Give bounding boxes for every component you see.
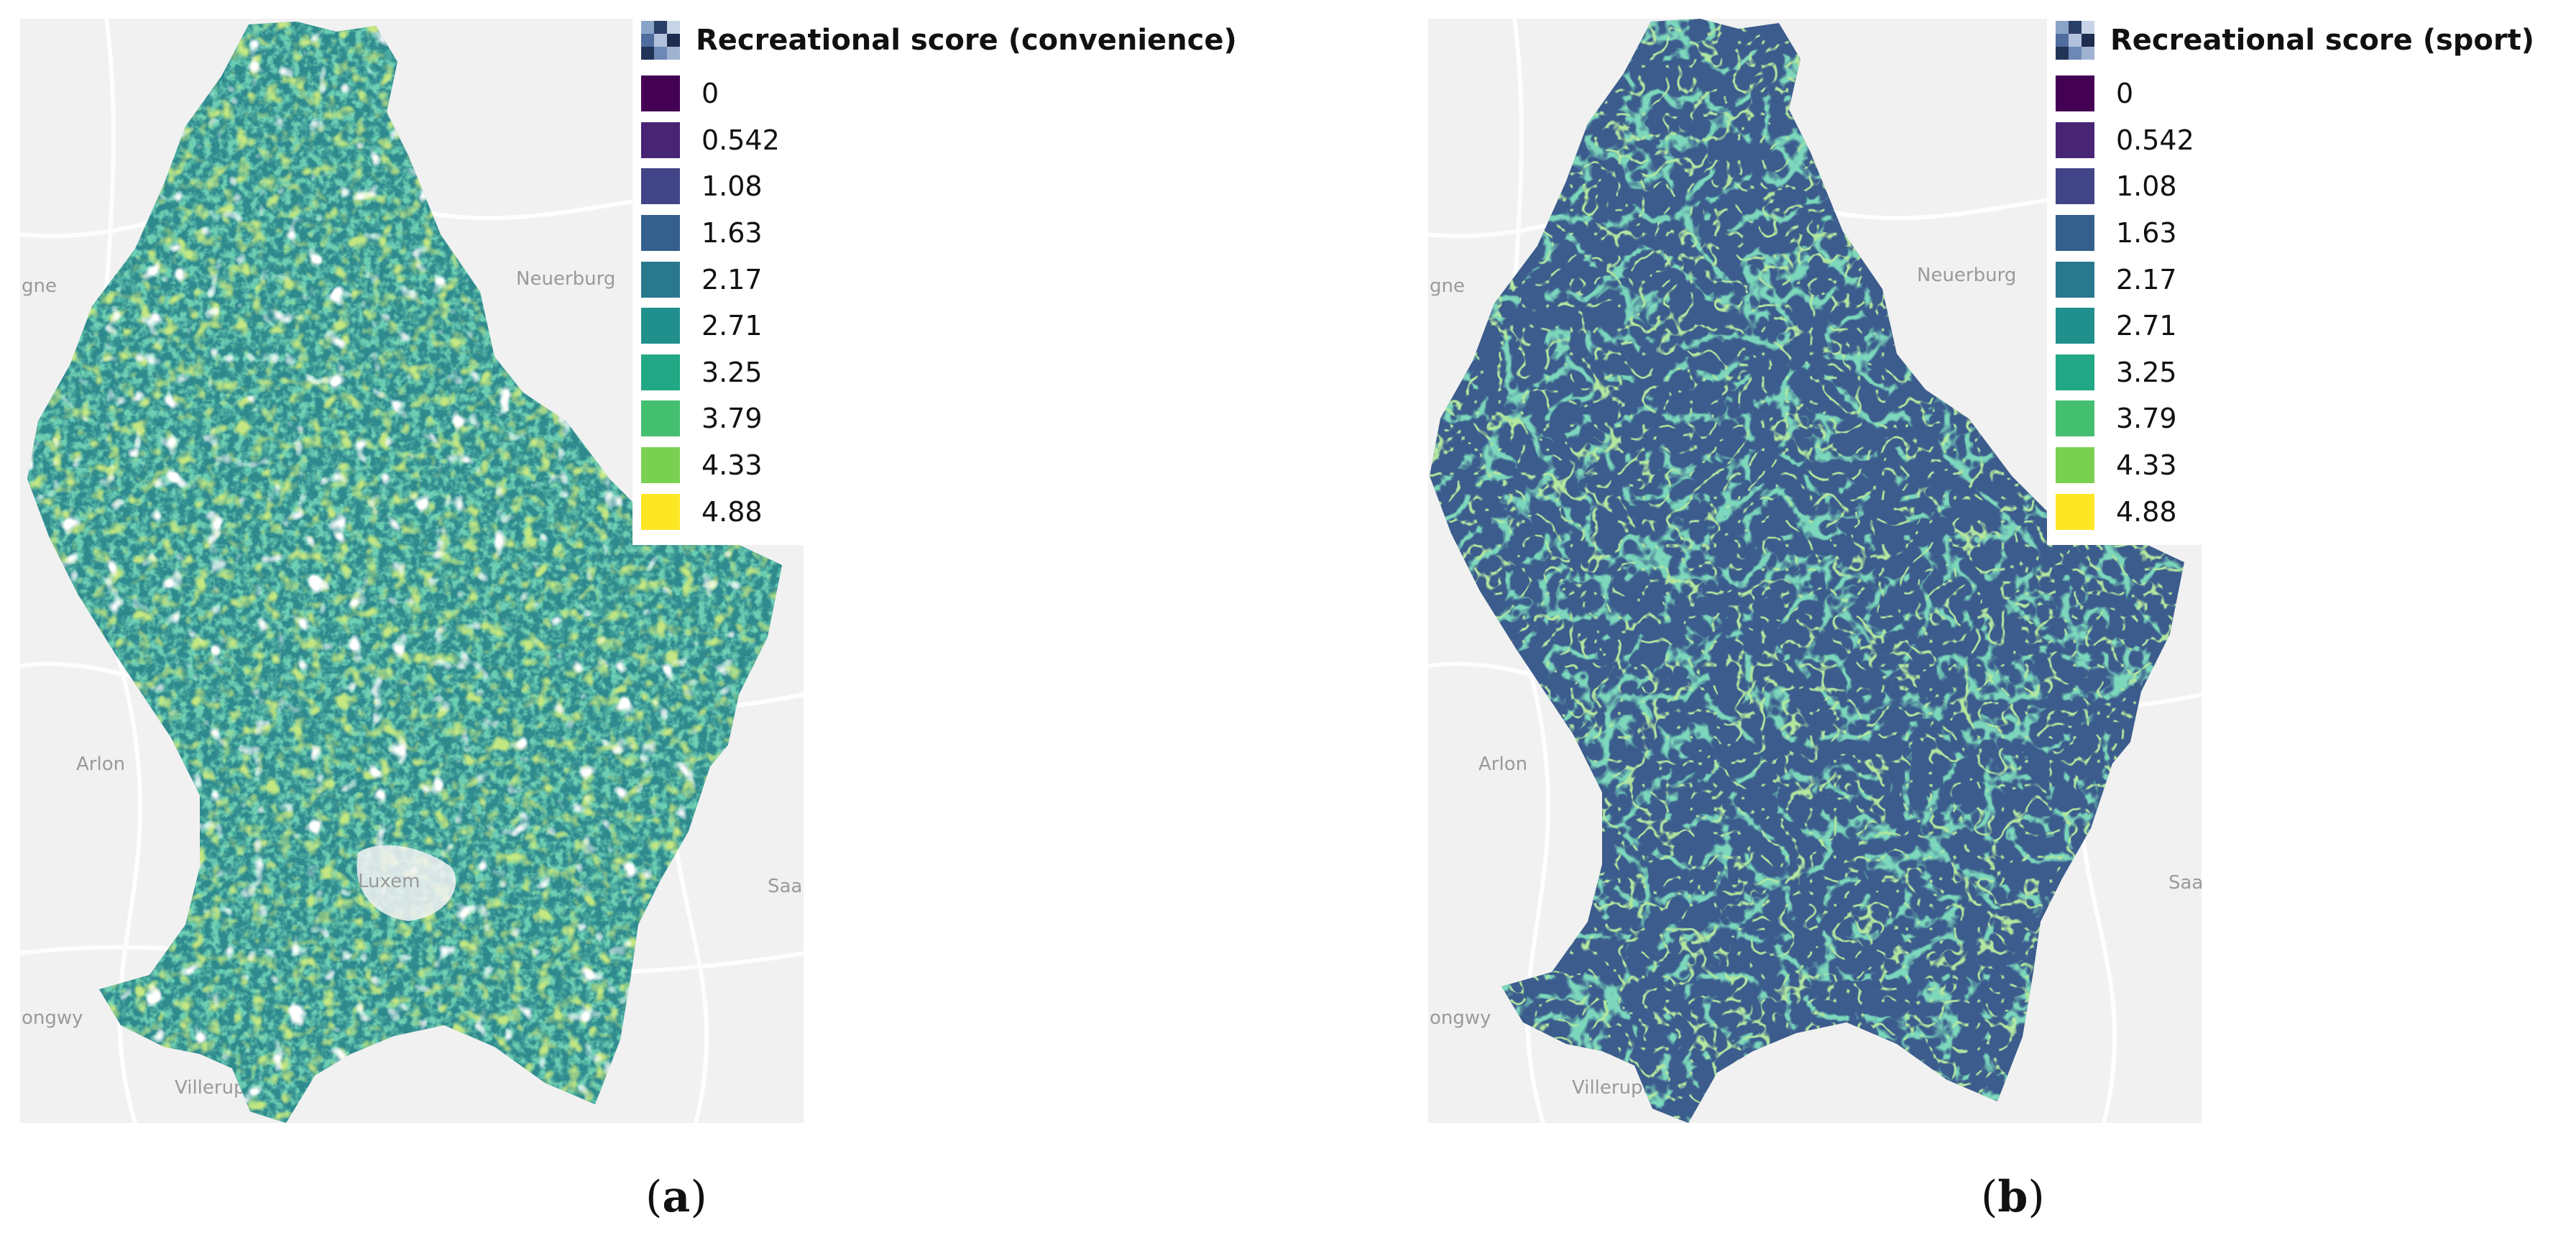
legend-label: 4.33 xyxy=(2116,449,2177,482)
place-label: gne xyxy=(22,275,57,297)
place-label: Neuerburg xyxy=(516,268,615,290)
legend-label: 0 xyxy=(702,78,719,110)
panel-caption-a: (a) xyxy=(645,1172,707,1222)
legend-title: Recreational score (convenience) xyxy=(696,24,1237,57)
legend-label: 3.25 xyxy=(2116,356,2177,388)
legend-label: 1.63 xyxy=(2116,217,2177,249)
legend-label: 4.33 xyxy=(702,449,763,482)
color-swatch xyxy=(2056,354,2094,390)
color-swatch xyxy=(2056,400,2094,437)
country-raster-b xyxy=(1430,19,2184,1123)
place-label: Arlon xyxy=(1478,753,1527,775)
legend-entry: 1.08 xyxy=(2056,163,2576,210)
legend-label: 3.79 xyxy=(2116,403,2177,435)
legend-label: 4.88 xyxy=(702,495,763,528)
color-swatch xyxy=(2056,447,2094,484)
legend-label: 1.63 xyxy=(702,217,763,249)
legend-label: 2.17 xyxy=(2116,263,2177,295)
legend-entries: 0 0.542 1.08 1.63 2.17 2.71 3.25 3.79 4.… xyxy=(641,70,1274,535)
legend-label: 0.542 xyxy=(702,124,780,156)
color-swatch xyxy=(2056,75,2094,112)
legend-title: Recreational score (sport) xyxy=(2110,24,2535,57)
legend-entry: 0.542 xyxy=(2056,117,2576,164)
color-swatch xyxy=(2056,261,2094,298)
place-labels-b: gne Neuerburg Arlon Saa ongwy Villerupt xyxy=(1430,265,2202,1099)
legend-entry: 3.79 xyxy=(641,395,1274,442)
place-label: ongwy xyxy=(22,1007,83,1029)
legend-entry: 0 xyxy=(2056,70,2576,117)
legend-label: 2.71 xyxy=(2116,310,2177,342)
place-label: ongwy xyxy=(1430,1007,1491,1029)
raster-layer-icon xyxy=(2056,21,2094,60)
place-label: Villerupt xyxy=(1572,1077,1650,1099)
legend-entry: 2.17 xyxy=(2056,256,2576,303)
place-label: Arlon xyxy=(76,753,125,775)
legend-label: 0 xyxy=(2116,78,2134,110)
legend-entry: 4.33 xyxy=(641,442,1274,489)
place-label: Luxem xyxy=(358,871,420,892)
color-swatch xyxy=(641,168,680,205)
legend-entry: 4.88 xyxy=(2056,488,2576,535)
legend-entry: 2.71 xyxy=(641,303,1274,349)
legend-label: 4.88 xyxy=(2116,495,2177,528)
legend-entry: 1.08 xyxy=(641,163,1274,210)
place-label: gne xyxy=(1430,275,1465,297)
legend-entry: 2.71 xyxy=(2056,303,2576,349)
legend-label: 3.25 xyxy=(702,356,763,388)
legend-entry: 3.25 xyxy=(2056,349,2576,396)
legend-entry: 1.63 xyxy=(641,210,1274,257)
legend-label: 3.79 xyxy=(702,403,763,435)
map-panel-sport[interactable]: gne Neuerburg Arlon Saa ongwy Villerupt xyxy=(1428,19,2202,1123)
color-swatch xyxy=(2056,493,2094,530)
caption-letter: b xyxy=(1997,1172,2028,1222)
place-label: Saa xyxy=(768,876,802,897)
place-label: Neuerburg xyxy=(1917,265,2016,286)
caption-letter: a xyxy=(662,1172,691,1222)
legend-entry: 4.33 xyxy=(2056,442,2576,489)
legend-label: 2.71 xyxy=(702,310,763,342)
panel-caption-b: (b) xyxy=(1981,1172,2045,1222)
legend-convenience: Recreational score (convenience) 0 0.542… xyxy=(632,9,1284,545)
color-swatch xyxy=(641,75,680,112)
basemap-b: gne Neuerburg Arlon Saa ongwy Villerupt xyxy=(1428,19,2202,1123)
legend-entry: 3.25 xyxy=(641,349,1274,396)
color-swatch xyxy=(641,354,680,390)
legend-entry: 4.88 xyxy=(641,488,1274,535)
legend-entry: 0.542 xyxy=(641,117,1274,164)
color-swatch xyxy=(641,308,680,344)
color-swatch xyxy=(2056,122,2094,158)
legend-entry: 0 xyxy=(641,70,1274,117)
legend-entries: 0 0.542 1.08 1.63 2.17 2.71 3.25 3.79 4.… xyxy=(2056,70,2576,535)
country-raster-a xyxy=(27,22,782,1123)
legend-label: 0.542 xyxy=(2116,124,2194,156)
color-swatch xyxy=(641,122,680,158)
legend-label: 2.17 xyxy=(702,263,763,295)
color-swatch xyxy=(2056,215,2094,252)
color-swatch xyxy=(641,261,680,298)
color-swatch xyxy=(2056,168,2094,205)
place-labels-a: gne Neuerburg Arlon Saa ongwy Villerupt xyxy=(22,268,802,1099)
color-swatch xyxy=(2056,308,2094,344)
color-swatch xyxy=(641,447,680,484)
color-swatch xyxy=(641,400,680,437)
legend-label: 1.08 xyxy=(702,170,763,203)
place-label: Saa xyxy=(2168,872,2202,894)
legend-entry: 1.63 xyxy=(2056,210,2576,257)
color-swatch xyxy=(641,493,680,530)
legend-sport: Recreational score (sport) 0 0.542 1.08 … xyxy=(2047,9,2576,545)
legend-label: 1.08 xyxy=(2116,170,2177,203)
legend-entry: 3.79 xyxy=(2056,395,2576,442)
raster-layer-icon xyxy=(641,21,680,60)
color-swatch xyxy=(641,215,680,252)
legend-entry: 2.17 xyxy=(641,256,1274,303)
